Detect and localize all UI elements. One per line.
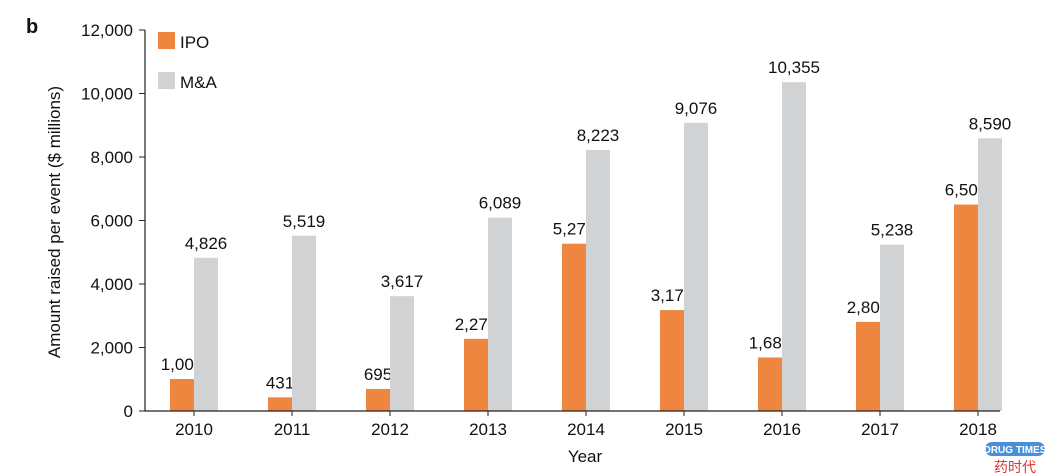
x-tick-label: 2010 bbox=[175, 420, 213, 439]
data-label: 431 bbox=[266, 373, 294, 392]
bar-ma-2014 bbox=[586, 149, 610, 412]
bar-ipo-2018 bbox=[954, 204, 978, 411]
bar-ipo-2017 bbox=[856, 321, 880, 411]
bar-ma-2010 bbox=[194, 257, 218, 411]
bar-ma-2016 bbox=[782, 82, 806, 411]
bar-ma-2011 bbox=[292, 235, 316, 411]
x-tick-label: 2017 bbox=[861, 420, 899, 439]
bar-ma-2017 bbox=[880, 244, 904, 411]
bar-ipo-2013 bbox=[464, 338, 488, 411]
data-label: 6,502 bbox=[945, 181, 988, 200]
bar-ipo-2014 bbox=[562, 243, 586, 411]
bar-ma-2018 bbox=[978, 138, 1002, 411]
bar-ipo-2016 bbox=[758, 357, 782, 411]
x-tick-label: 2012 bbox=[371, 420, 409, 439]
data-label: 6,089 bbox=[479, 194, 522, 213]
data-label: 3,617 bbox=[381, 272, 424, 291]
data-label: 10,355 bbox=[768, 58, 820, 77]
x-tick-label: 2013 bbox=[469, 420, 507, 439]
y-tick-label: 10,000 bbox=[81, 85, 133, 104]
legend-label: M&A bbox=[180, 73, 218, 92]
bar-ipo-2010 bbox=[170, 379, 194, 411]
svg-text:DRUG TIMES: DRUG TIMES bbox=[984, 445, 1047, 456]
watermark: DRUG TIMES 药时代 bbox=[984, 442, 1047, 475]
x-tick-label: 2016 bbox=[763, 420, 801, 439]
x-tick-label: 2018 bbox=[959, 420, 997, 439]
data-label: 2,272 bbox=[455, 315, 498, 334]
bar-ma-2015 bbox=[684, 122, 708, 411]
y-tick-label: 12,000 bbox=[81, 21, 133, 40]
panel-label: b bbox=[26, 16, 38, 38]
data-label: 9,076 bbox=[675, 99, 718, 118]
data-label: 5,270 bbox=[553, 220, 596, 239]
legend-label: IPO bbox=[180, 33, 209, 52]
data-label: 695 bbox=[364, 365, 392, 384]
bar-ipo-2011 bbox=[268, 397, 292, 411]
data-label: 1,686 bbox=[749, 333, 792, 352]
data-label: 5,238 bbox=[871, 221, 914, 240]
x-tick-label: 2014 bbox=[567, 420, 605, 439]
legend-swatch bbox=[158, 72, 175, 89]
bar-ipo-2015 bbox=[660, 310, 684, 411]
x-axis-label: Year bbox=[568, 447, 603, 466]
bar-ipo-2012 bbox=[366, 388, 390, 411]
bar-ma-2013 bbox=[488, 217, 512, 411]
data-label: 3,179 bbox=[651, 286, 694, 305]
y-axis-label: Amount raised per event ($ millions) bbox=[45, 86, 64, 358]
data-label: 8,590 bbox=[969, 114, 1012, 133]
data-label: 2,806 bbox=[847, 298, 890, 317]
y-tick-label: 0 bbox=[124, 402, 133, 421]
data-label: 1,007 bbox=[161, 355, 204, 374]
legend-swatch bbox=[158, 32, 175, 49]
data-label: 8,223 bbox=[577, 126, 620, 145]
data-label: 5,519 bbox=[283, 212, 326, 231]
y-tick-label: 2,000 bbox=[90, 339, 133, 358]
svg-text:药时代: 药时代 bbox=[994, 459, 1036, 475]
data-label: 4,826 bbox=[185, 234, 228, 253]
bar-ma-2012 bbox=[390, 296, 414, 411]
y-tick-label: 8,000 bbox=[90, 148, 133, 167]
x-tick-label: 2015 bbox=[665, 420, 703, 439]
y-tick-label: 4,000 bbox=[90, 275, 133, 294]
x-tick-label: 2011 bbox=[274, 420, 311, 439]
y-tick-label: 6,000 bbox=[90, 212, 133, 231]
